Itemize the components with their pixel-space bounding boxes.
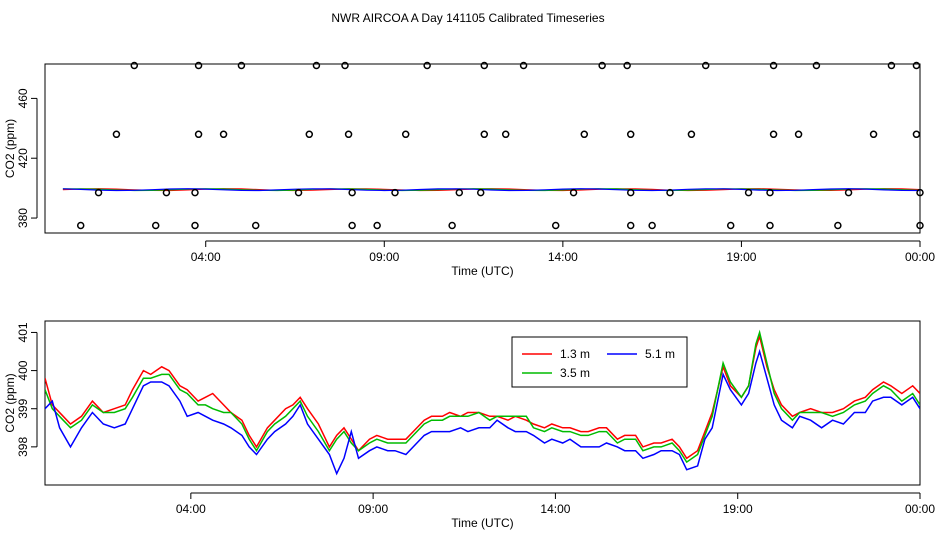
calibration-point — [769, 130, 778, 139]
calibration-point — [448, 221, 456, 230]
calibration-point — [916, 188, 924, 197]
y-tick-label: 399 — [16, 398, 30, 418]
calibration-point — [294, 188, 303, 197]
plot-area — [45, 329, 920, 476]
calibration-point — [844, 188, 853, 197]
x-tick-label: 04:00 — [191, 250, 221, 264]
calibration-point — [623, 61, 631, 70]
calibration-point — [580, 130, 589, 139]
calibration-point — [626, 188, 635, 197]
calibration-point — [626, 130, 635, 139]
x-tick-label: 19:00 — [723, 502, 753, 516]
calibration-point — [912, 61, 921, 70]
calibration-point — [312, 61, 321, 70]
plot-frame — [44, 63, 921, 234]
calibration-point — [251, 221, 260, 230]
calibration-point — [726, 221, 735, 230]
calibration-point — [348, 188, 356, 197]
calibration-point — [401, 130, 410, 139]
calibration-point — [341, 61, 349, 70]
calibration-point — [237, 61, 246, 70]
series-line — [45, 333, 920, 460]
y-tick-label: 398 — [16, 437, 30, 457]
calibration-point — [701, 61, 710, 70]
calibration-point — [887, 61, 896, 70]
calibration-point — [112, 130, 121, 139]
calibration-point — [598, 61, 606, 70]
calibration-point — [794, 130, 803, 139]
calibration-point — [130, 61, 139, 70]
calibration-point — [687, 130, 696, 139]
calibration-point — [744, 188, 753, 197]
x-tick-label: 19:00 — [726, 250, 756, 264]
chart-title: NWR AIRCOA A Day 141105 Calibrated Times… — [331, 11, 604, 25]
calibration-point — [194, 61, 203, 70]
calibration-point — [219, 130, 228, 139]
y-axis-label: CO2 (ppm) — [3, 373, 17, 432]
calibration-point — [151, 221, 160, 230]
series-line — [45, 348, 920, 476]
calibration-point — [834, 221, 842, 230]
calibration-point — [480, 61, 489, 70]
y-tick-label: 380 — [16, 208, 30, 228]
calibration-point — [76, 221, 85, 230]
calibration-point — [191, 188, 199, 197]
calibration-point — [916, 221, 924, 230]
calibration-point — [912, 130, 921, 139]
x-tick-label: 09:00 — [369, 250, 399, 264]
x-tick-label: 14:00 — [540, 502, 570, 516]
calibration-point — [501, 130, 510, 139]
calibration-point — [812, 61, 821, 70]
calibration-point — [666, 188, 674, 197]
calibration-point — [551, 221, 560, 230]
calibration-point — [191, 221, 199, 230]
bottom-panel: 04:00 09:00 14:00 19:00 00:00 Time (UTC) 398 39… — [3, 320, 935, 530]
calibration-point — [423, 61, 431, 70]
x-tick-label: 09:00 — [358, 502, 388, 516]
calibration-point — [373, 221, 381, 230]
calibration-point — [455, 188, 464, 197]
y-tick-label: 400 — [16, 360, 30, 380]
y-tick-label: 460 — [16, 88, 30, 108]
calibration-point — [194, 130, 203, 139]
y-tick-label: 420 — [16, 148, 30, 168]
calibration-point — [476, 188, 485, 197]
plot-frame — [44, 320, 921, 486]
calibration-point — [391, 188, 399, 197]
legend-label: 5.1 m — [645, 347, 675, 361]
x-tick-label: 14:00 — [548, 250, 578, 264]
x-tick-label: 00:00 — [905, 502, 935, 516]
legend-label: 3.5 m — [560, 366, 590, 380]
timeseries-line — [62, 188, 920, 192]
y-axis-label: CO2 (ppm) — [3, 119, 17, 178]
calibration-point — [344, 130, 353, 139]
legend-box — [511, 336, 688, 388]
plot-area — [62, 188, 920, 192]
x-tick-label: 04:00 — [176, 502, 206, 516]
x-axis-label: Time (UTC) — [451, 516, 513, 530]
calibration-point — [94, 188, 103, 197]
calibration-point — [480, 130, 489, 139]
calibration-point — [648, 221, 656, 230]
calibration-point — [305, 130, 314, 139]
y-tick-label: 401 — [16, 322, 30, 342]
calibration-point — [162, 188, 171, 197]
calibration-point — [348, 221, 356, 230]
series-line — [45, 329, 920, 464]
calibration-point — [766, 188, 774, 197]
calibration-point — [766, 221, 774, 230]
calibration-point — [769, 61, 778, 70]
calibration-point — [519, 61, 528, 70]
chart-legend: 1.3 m 5.1 m 3.5 m — [511, 336, 688, 388]
x-tick-label: 00:00 — [905, 250, 935, 264]
calibration-point — [626, 221, 635, 230]
calibration-point — [869, 130, 878, 139]
calibration-point — [569, 188, 578, 197]
x-axis-label: Time (UTC) — [451, 264, 513, 278]
top-panel: 04:00 09:00 14:00 19:00 00:00 Time (UTC) 380 42… — [3, 61, 935, 278]
legend-label: 1.3 m — [560, 347, 590, 361]
